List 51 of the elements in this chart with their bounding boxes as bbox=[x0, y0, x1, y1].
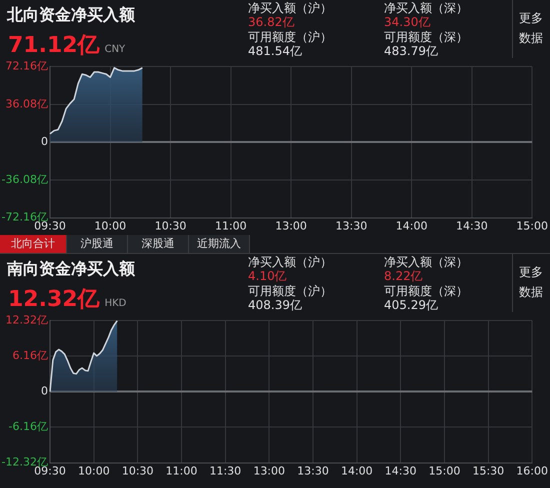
text: 可用额度（沪） bbox=[248, 30, 332, 44]
text: 8.22亿 bbox=[384, 269, 423, 283]
y-tick-label: 36.08亿 bbox=[6, 97, 48, 110]
text: 481.54亿 bbox=[248, 44, 302, 58]
x-tick-label: 10:30 bbox=[154, 219, 186, 232]
y-tick-label: 6.16亿 bbox=[12, 349, 48, 362]
chart-subtitle: 71.12亿 CNY bbox=[8, 33, 126, 58]
text: 净买入额（深） bbox=[384, 255, 468, 269]
x-tick-label: 11:00 bbox=[166, 464, 198, 478]
y-tick-label: 0 bbox=[41, 135, 48, 148]
x-tick-label: 14:30 bbox=[384, 464, 417, 478]
x-tick-label: 10:30 bbox=[122, 464, 154, 478]
x-tick-label: 14:00 bbox=[396, 219, 428, 232]
text: 深股通 bbox=[128, 235, 189, 253]
x-tick-label: 13:30 bbox=[335, 219, 368, 232]
x-tick-label: 14:30 bbox=[456, 219, 488, 232]
x-tick-label: 16:00 bbox=[516, 464, 548, 478]
text: 483.79亿 bbox=[384, 44, 438, 58]
text: 可用额度（深） bbox=[384, 284, 468, 298]
text: 净买入额（沪） bbox=[248, 1, 332, 15]
text: 沪股通 bbox=[67, 235, 128, 253]
text: 408.39亿 bbox=[248, 298, 302, 312]
x-tick-label: 14:00 bbox=[340, 464, 373, 478]
x-tick-label: 13:30 bbox=[297, 464, 329, 478]
y-tick-label: 72.16亿 bbox=[6, 59, 48, 72]
x-tick-label: 13:00 bbox=[275, 219, 307, 232]
x-tick-label: 10:00 bbox=[78, 464, 110, 478]
text: 北向合计 bbox=[0, 235, 67, 253]
chart-subtitle: 12.32亿 HKD bbox=[8, 287, 126, 312]
x-tick-label: 11:30 bbox=[209, 464, 242, 478]
y-tick-label: -36.08亿 bbox=[2, 172, 48, 186]
x-tick-label: 10:00 bbox=[94, 219, 126, 232]
chart-title: 南向资金净买入额 bbox=[7, 259, 135, 280]
x-tick-label: 15:00 bbox=[428, 464, 460, 478]
text: 34.30亿 bbox=[384, 15, 430, 29]
text: 近期流入 bbox=[189, 235, 250, 253]
text: 净买入额（沪） bbox=[248, 255, 332, 269]
x-tick-label: 15:30 bbox=[472, 464, 504, 478]
text: 405.29亿 bbox=[384, 298, 438, 312]
x-tick-label: 15:00 bbox=[516, 219, 548, 232]
text: 可用额度（沪） bbox=[248, 284, 332, 298]
y-tick-label: 12.32亿 bbox=[6, 313, 48, 326]
text: 净买入额（深） bbox=[384, 1, 468, 15]
text: 4.10亿 bbox=[248, 269, 287, 283]
x-tick-label: 11:00 bbox=[214, 219, 247, 232]
y-tick-label: 0 bbox=[41, 384, 48, 398]
y-tick-label: -6.16亿 bbox=[8, 420, 48, 434]
text: 36.82亿 bbox=[248, 15, 294, 29]
text: 可用额度（深） bbox=[384, 30, 468, 44]
chart-title: 北向资金净买入额 bbox=[7, 5, 135, 26]
x-tick-label: 13:00 bbox=[253, 464, 286, 478]
